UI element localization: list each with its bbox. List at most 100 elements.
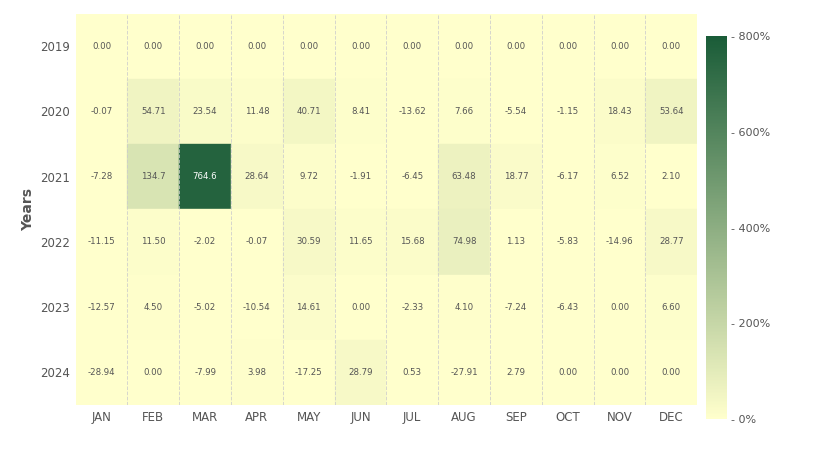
Text: 54.71: 54.71: [141, 107, 165, 116]
Bar: [542, 274, 594, 340]
Text: 0.00: 0.00: [144, 42, 163, 51]
Bar: [594, 14, 645, 79]
Text: 7.66: 7.66: [454, 107, 474, 116]
Text: -6.17: -6.17: [557, 172, 579, 181]
Text: 3.98: 3.98: [248, 368, 266, 377]
Bar: [334, 209, 386, 274]
Bar: [645, 340, 697, 405]
Bar: [283, 14, 334, 79]
Bar: [231, 274, 283, 340]
Text: 4.50: 4.50: [144, 303, 163, 312]
Text: 1.13: 1.13: [507, 238, 526, 247]
Text: -1.91: -1.91: [349, 172, 371, 181]
Bar: [231, 340, 283, 405]
Text: 0.00: 0.00: [351, 42, 370, 51]
Text: -6.45: -6.45: [402, 172, 423, 181]
Text: 18.43: 18.43: [607, 107, 632, 116]
Bar: [490, 340, 542, 405]
Bar: [334, 274, 386, 340]
Bar: [594, 144, 645, 209]
Text: 0.00: 0.00: [92, 42, 111, 51]
Bar: [76, 144, 128, 209]
Bar: [334, 79, 386, 144]
Text: 0.00: 0.00: [610, 368, 629, 377]
Bar: [594, 274, 645, 340]
Text: 8.41: 8.41: [351, 107, 370, 116]
Text: 0.00: 0.00: [610, 303, 629, 312]
Bar: [386, 209, 438, 274]
Text: 28.79: 28.79: [349, 368, 373, 377]
Text: 30.59: 30.59: [297, 238, 321, 247]
Bar: [438, 14, 490, 79]
Text: -5.83: -5.83: [557, 238, 579, 247]
Text: 74.98: 74.98: [452, 238, 476, 247]
Bar: [645, 274, 697, 340]
Bar: [438, 274, 490, 340]
Text: -0.07: -0.07: [246, 238, 268, 247]
Text: 0.53: 0.53: [402, 368, 422, 377]
Text: -12.57: -12.57: [87, 303, 115, 312]
Text: 9.72: 9.72: [299, 172, 318, 181]
Bar: [334, 14, 386, 79]
Text: 6.60: 6.60: [662, 303, 681, 312]
Bar: [386, 79, 438, 144]
Bar: [128, 340, 179, 405]
Bar: [386, 144, 438, 209]
Text: 0.00: 0.00: [196, 42, 215, 51]
Bar: [645, 14, 697, 79]
Text: 4.10: 4.10: [454, 303, 474, 312]
Text: 0.00: 0.00: [299, 42, 318, 51]
Bar: [386, 14, 438, 79]
Text: -11.15: -11.15: [87, 238, 115, 247]
Bar: [542, 79, 594, 144]
Text: -2.02: -2.02: [194, 238, 216, 247]
Text: -7.99: -7.99: [194, 368, 216, 377]
Text: 28.64: 28.64: [244, 172, 269, 181]
Bar: [179, 340, 231, 405]
Text: 0.00: 0.00: [558, 42, 577, 51]
Bar: [490, 209, 542, 274]
Bar: [490, 274, 542, 340]
Bar: [594, 340, 645, 405]
Text: 0.00: 0.00: [558, 368, 577, 377]
Bar: [490, 14, 542, 79]
Text: -7.24: -7.24: [505, 303, 527, 312]
Bar: [542, 340, 594, 405]
Text: -17.25: -17.25: [295, 368, 323, 377]
Bar: [231, 209, 283, 274]
Bar: [128, 14, 179, 79]
Bar: [231, 14, 283, 79]
Bar: [645, 209, 697, 274]
Text: 18.77: 18.77: [504, 172, 528, 181]
Bar: [490, 79, 542, 144]
Bar: [179, 79, 231, 144]
Bar: [386, 340, 438, 405]
Text: 0.00: 0.00: [662, 42, 681, 51]
Bar: [128, 79, 179, 144]
Text: -5.54: -5.54: [505, 107, 527, 116]
Text: 2.10: 2.10: [662, 172, 681, 181]
Text: 0.00: 0.00: [402, 42, 422, 51]
Text: -27.91: -27.91: [450, 368, 478, 377]
Text: 0.00: 0.00: [610, 42, 629, 51]
Y-axis label: Years: Years: [21, 188, 34, 231]
Text: -0.07: -0.07: [91, 107, 113, 116]
Text: -5.02: -5.02: [194, 303, 216, 312]
Text: -13.62: -13.62: [398, 107, 426, 116]
Bar: [645, 144, 697, 209]
Bar: [179, 209, 231, 274]
Text: 40.71: 40.71: [297, 107, 321, 116]
Text: 0.00: 0.00: [144, 368, 163, 377]
Bar: [645, 79, 697, 144]
Bar: [128, 209, 179, 274]
Bar: [128, 274, 179, 340]
Bar: [490, 144, 542, 209]
Text: 0.00: 0.00: [351, 303, 370, 312]
Bar: [283, 79, 334, 144]
Bar: [438, 340, 490, 405]
Bar: [542, 144, 594, 209]
Text: -1.15: -1.15: [557, 107, 579, 116]
Bar: [76, 14, 128, 79]
Text: -6.43: -6.43: [557, 303, 579, 312]
Text: 764.6: 764.6: [193, 172, 218, 181]
